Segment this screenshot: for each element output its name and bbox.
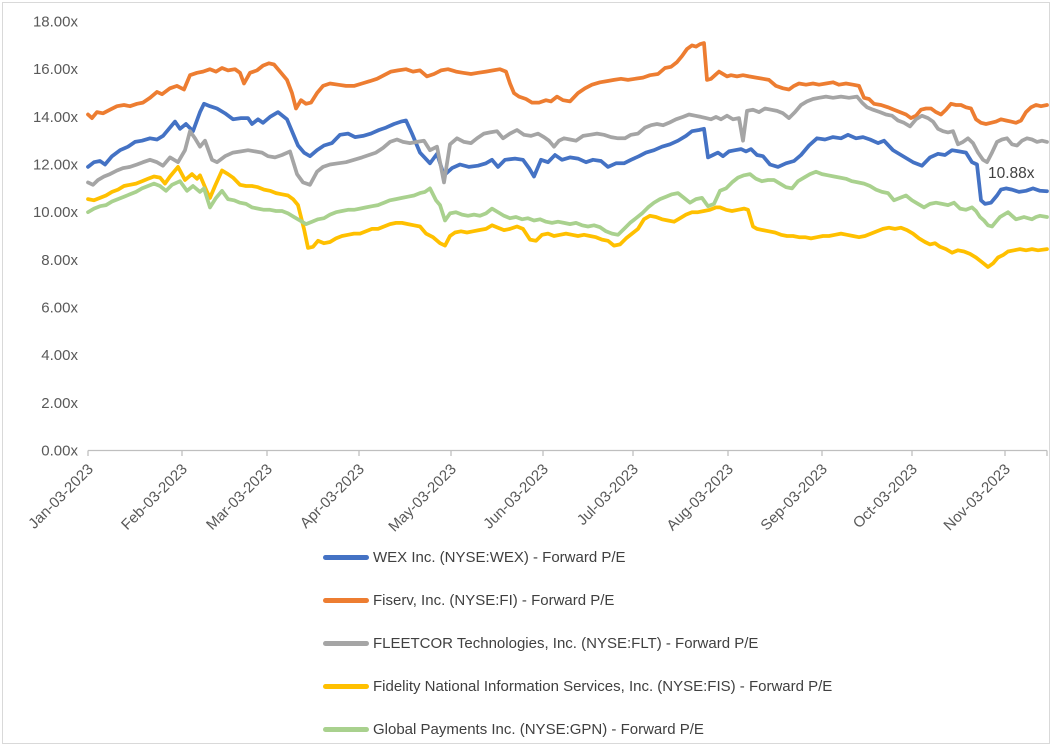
series-line-fis[interactable] [86, 165, 1049, 269]
legend-label: WEX Inc. (NYSE:WEX) - Forward P/E [373, 549, 626, 566]
y-axis-label: 0.00x [41, 443, 78, 460]
legend-line-swatch-fiserv [323, 598, 369, 603]
legend-label: Fiserv, Inc. (NYSE:FI) - Forward P/E [373, 592, 615, 609]
x-axis-label: Jul-03-2023 [574, 461, 642, 529]
y-axis-label: 18.00x [33, 14, 79, 31]
x-axis-label: Mar-03-2023 [203, 461, 276, 534]
x-axis-label: Feb-03-2023 [118, 461, 191, 534]
x-axis-label: Oct-03-2023 [850, 461, 921, 532]
x-axis-label: Jun-03-2023 [480, 461, 552, 533]
y-axis-label: 14.00x [33, 109, 79, 126]
legend-label: Global Payments Inc. (NYSE:GPN) - Forwar… [373, 721, 704, 738]
chart-legend: WEX Inc. (NYSE:WEX) - Forward P/E Fiserv,… [323, 536, 832, 751]
plot-area[interactable]: 0.00x 2.00x 4.00x 6.00x 8.00x 10.00x 12.00x 14.… [0, 0, 1055, 545]
series-line-wex[interactable] [86, 101, 1049, 206]
y-axis-label: 6.00x [41, 300, 78, 317]
legend-label: FLEETCOR Technologies, Inc. (NYSE:FLT) -… [373, 635, 759, 652]
legend-line-swatch-wex [323, 555, 369, 560]
y-axis-label: 16.00x [33, 61, 79, 78]
legend-label: Fidelity National Information Services, … [373, 678, 833, 695]
series-line-fleetcor[interactable] [86, 94, 1049, 187]
legend-line-swatch-fleetcor [323, 641, 369, 646]
y-axis-label: 2.00x [41, 395, 78, 412]
x-axis-label: Jan-03-2023 [25, 461, 97, 533]
x-axis-label: Nov-03-2023 [940, 461, 1013, 534]
series-layer [86, 41, 1049, 269]
x-axis-label: May-03-2023 [385, 461, 460, 536]
series-line-gpn[interactable] [86, 169, 1049, 237]
legend-item-fleetcor[interactable]: FLEETCOR Technologies, Inc. (NYSE:FLT) -… [323, 622, 832, 665]
legend-item-fiserv[interactable]: Fiserv, Inc. (NYSE:FI) - Forward P/E [323, 579, 832, 622]
x-axis-label: Apr-03-2023 [297, 461, 368, 532]
axis-layer: 0.00x 2.00x 4.00x 6.00x 8.00x 10.00x 12.00x 14.… [25, 14, 1048, 536]
legend-line-swatch-gpn [323, 727, 369, 732]
x-axis-label: Sep-03-2023 [757, 461, 830, 534]
legend-item-gpn[interactable]: Global Payments Inc. (NYSE:GPN) - Forwar… [323, 708, 832, 751]
y-axis-label: 10.00x [33, 204, 79, 221]
series-line-fiserv[interactable] [86, 41, 1049, 126]
last-value-annotation[interactable]: 10.88x [988, 165, 1035, 182]
legend-item-fis[interactable]: Fidelity National Information Services, … [323, 665, 832, 708]
y-axis-label: 8.00x [41, 252, 78, 269]
legend-item-wex[interactable]: WEX Inc. (NYSE:WEX) - Forward P/E [323, 536, 832, 579]
y-axis-label: 4.00x [41, 347, 78, 364]
legend-line-swatch-fis [323, 684, 369, 689]
y-axis-label: 12.00x [33, 157, 79, 174]
x-axis-label: Aug-03-2023 [663, 461, 736, 534]
